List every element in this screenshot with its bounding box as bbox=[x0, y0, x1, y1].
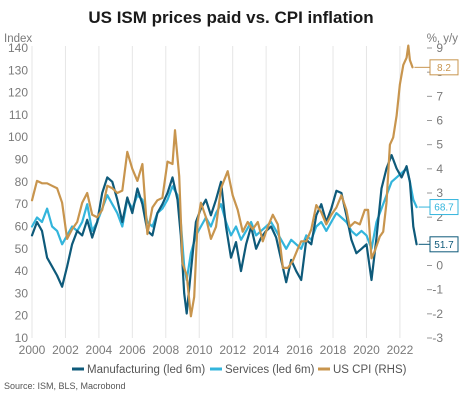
x-tick-label-2010: 2010 bbox=[186, 343, 213, 357]
left-tick-label-20: 20 bbox=[15, 309, 29, 323]
left-tick-label-100: 100 bbox=[8, 130, 28, 144]
right-tick-label-5: 5 bbox=[436, 138, 443, 152]
series-line-us-cpi-rhs bbox=[30, 44, 414, 318]
right-tick-label-0: 0 bbox=[436, 259, 443, 273]
series-lines bbox=[30, 44, 418, 318]
source-note: Source: ISM, BLS, Macrobond bbox=[4, 381, 126, 391]
x-tick-label-2018: 2018 bbox=[320, 343, 347, 357]
x-axis-ticks: 2000 2002 2004 2006 2008 2010 2012 2014 2016 2018… bbox=[19, 343, 414, 357]
x-tick-label-2012: 2012 bbox=[219, 343, 246, 357]
chart-title: US ISM prices paid vs. CPI inflation bbox=[88, 8, 373, 27]
legend-label-services: Services (led 6m) bbox=[225, 364, 315, 376]
left-tick-label-110: 110 bbox=[9, 108, 28, 122]
x-tick-label-2020: 2020 bbox=[353, 343, 380, 357]
end-value-labels: 51.7 68.7 8.2 bbox=[414, 59, 459, 253]
end-label-box-manufacturing-led-6m bbox=[429, 236, 459, 253]
legend-item-cpi: US CPI (RHS) bbox=[318, 364, 407, 376]
left-tick-label-70: 70 bbox=[15, 197, 29, 211]
x-tick-label-2022: 2022 bbox=[387, 343, 414, 357]
x-tick-label-2016: 2016 bbox=[286, 343, 313, 357]
right-axis-ticks: 9876543210-1-2-3 bbox=[427, 41, 443, 345]
left-tick-label-130: 130 bbox=[8, 63, 28, 77]
right-tick-label-3: -3 bbox=[432, 331, 443, 345]
x-tick-label-2014: 2014 bbox=[253, 343, 280, 357]
end-label-manufacturing-led-6m: 51.7 bbox=[434, 240, 454, 251]
left-tick-label-60: 60 bbox=[15, 219, 29, 233]
right-tick-label-2: 2 bbox=[436, 210, 443, 224]
right-axis-unit: %, y/y bbox=[427, 33, 459, 45]
end-label-box-us-cpi-rhs bbox=[429, 59, 459, 76]
left-axis-unit: Index bbox=[4, 33, 32, 45]
x-tick-label-2006: 2006 bbox=[119, 343, 146, 357]
legend-label-manufacturing: Manufacturing (led 6m) bbox=[87, 364, 205, 376]
gridlines bbox=[31, 46, 401, 338]
right-tick-label-7: 7 bbox=[436, 89, 443, 103]
right-tick-label-1: -1 bbox=[432, 283, 443, 297]
left-axis-ticks: 140 130 120 110 100 90 80 70 60 50 40 30 20 10 bbox=[8, 41, 28, 345]
end-label-services-led-6m: 68.7 bbox=[434, 203, 454, 214]
left-tick-label-80: 80 bbox=[15, 175, 29, 189]
right-tick-label-6: 6 bbox=[436, 114, 443, 128]
legend-label-cpi: US CPI (RHS) bbox=[333, 364, 407, 376]
x-tick-label-2008: 2008 bbox=[152, 343, 179, 357]
legend-item-services: Services (led 6m) bbox=[210, 364, 315, 376]
end-label-box-services-led-6m bbox=[429, 199, 459, 216]
left-tick-label-40: 40 bbox=[15, 264, 29, 278]
legend: Manufacturing (led 6m) Services (led 6m)… bbox=[72, 364, 407, 376]
right-tick-label-2: -2 bbox=[432, 307, 443, 321]
legend-item-manufacturing: Manufacturing (led 6m) bbox=[72, 364, 205, 376]
right-tick-label-4: 4 bbox=[436, 162, 443, 176]
x-tick-label-2004: 2004 bbox=[86, 343, 113, 357]
x-tick-label-2000: 2000 bbox=[19, 343, 46, 357]
end-label-us-cpi-rhs: 8.2 bbox=[437, 63, 451, 74]
right-tick-label-3: 3 bbox=[436, 186, 443, 200]
left-tick-label-30: 30 bbox=[15, 286, 29, 300]
x-tick-label-2002: 2002 bbox=[52, 343, 79, 357]
left-tick-label-90: 90 bbox=[15, 153, 29, 167]
left-tick-label-10: 10 bbox=[15, 331, 29, 345]
left-tick-label-140: 140 bbox=[8, 41, 28, 55]
right-tick-label-9: 9 bbox=[436, 41, 443, 55]
left-tick-label-50: 50 bbox=[15, 242, 29, 256]
left-tick-label-120: 120 bbox=[8, 86, 28, 100]
